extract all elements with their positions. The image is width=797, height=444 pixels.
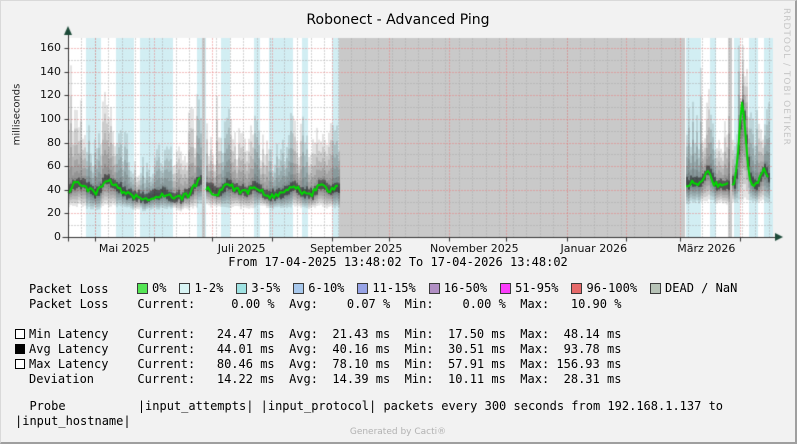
- generated-by-cacti: Generated by Cacti®: [349, 427, 447, 437]
- legend-item-dead-nan: DEAD / NaN: [650, 281, 737, 296]
- x-tick-label: Januar 2026: [560, 242, 628, 255]
- legend-swatch: [650, 283, 662, 294]
- graph-title: Robonect - Advanced Ping: [306, 12, 490, 28]
- legend-item-label: 0%: [152, 281, 167, 295]
- legend-item-11-15-: 11-15%: [357, 281, 416, 296]
- legend-item-3-5-: 3-5%: [236, 281, 280, 296]
- legend-item-6-10-: 6-10%: [293, 281, 344, 296]
- x-tick-label: Mai 2025: [98, 242, 150, 255]
- packet-loss-legend: 0% 1-2% 3-5% 6-10% 11-15% 16-50% 51-95% 96-100%…: [137, 281, 737, 296]
- stat-row-min-latency: Min Latency Current: 24.47 ms Avg: 21.43…: [29, 327, 622, 341]
- ping-latency-plot: [1, 1, 795, 251]
- packet-loss-legend-title: Packet Loss: [29, 282, 109, 296]
- x-tick-label: September 2025: [310, 242, 403, 255]
- legend-item-label: 11-15%: [372, 281, 416, 295]
- legend-swatch: [137, 283, 148, 294]
- y-axis-label: milliseconds: [11, 83, 23, 146]
- stat-row-deviation: Deviation Current: 14.22 ms Avg: 14.39 m…: [29, 372, 622, 386]
- legend-item-label: 3-5%: [251, 281, 281, 295]
- legend-item-51-95-: 51-95%: [500, 281, 558, 296]
- time-range-label: From 17-04-2025 13:48:02 To 17-04-2026 1…: [228, 255, 568, 269]
- legend-swatch: [293, 283, 305, 294]
- legend-swatch: [236, 283, 248, 294]
- legend-item-96-100-: 96-100%: [571, 281, 637, 296]
- packet-loss-stats-row: Packet Loss Current: 0.00 % Avg: 0.07 % …: [29, 297, 622, 311]
- legend-swatch: [571, 283, 583, 294]
- y-tick-label: 100: [40, 111, 61, 125]
- legend-item-16-50-: 16-50%: [428, 281, 488, 296]
- probe-info: Probe |input_attempts| |input_protocol| …: [15, 399, 724, 428]
- legend-item-1-2-: 1-2%: [179, 281, 223, 296]
- y-tick-label: 80: [47, 135, 61, 149]
- legend-swatch: [179, 283, 191, 294]
- legend-swatch: [500, 283, 512, 294]
- x-tick-label: Juli 2025: [217, 242, 266, 255]
- x-tick-label: November 2025: [429, 242, 519, 255]
- legend-item-label: 16-50%: [443, 281, 488, 295]
- stat-row-max-latency: Max Latency Current: 80.46 ms Avg: 78.10…: [29, 357, 622, 371]
- rrdtool-watermark: RRDTOOL / TOBI OETIKER: [781, 8, 791, 146]
- y-tick-label: 160: [40, 41, 61, 54]
- legend-swatch: [428, 283, 440, 294]
- legend-item-label: 96-100%: [586, 281, 638, 295]
- y-tick-label: 40: [47, 182, 61, 196]
- y-tick-label: 140: [40, 64, 61, 78]
- stat-row-min-latency-swatch: [15, 329, 25, 339]
- stat-row-avg-latency: Avg Latency Current: 44.01 ms Avg: 40.16…: [29, 342, 622, 356]
- legend-item-label: 1-2%: [194, 281, 224, 295]
- y-tick-label: 0: [54, 230, 61, 243]
- legend-swatch: [357, 283, 369, 294]
- legend-item-label: 6-10%: [308, 281, 345, 295]
- y-tick-label: 120: [40, 88, 61, 102]
- stat-row-max-latency-swatch: [15, 359, 25, 369]
- legend-item-label: DEAD / NaN: [665, 281, 738, 295]
- y-tick-label: 20: [47, 206, 61, 220]
- stat-row-avg-latency-swatch: [15, 344, 25, 354]
- y-tick-label: 60: [47, 159, 61, 173]
- legend-item-0-: 0%: [137, 281, 166, 296]
- x-tick-label: März 2026: [677, 242, 736, 255]
- legend-item-label: 51-95%: [515, 281, 559, 295]
